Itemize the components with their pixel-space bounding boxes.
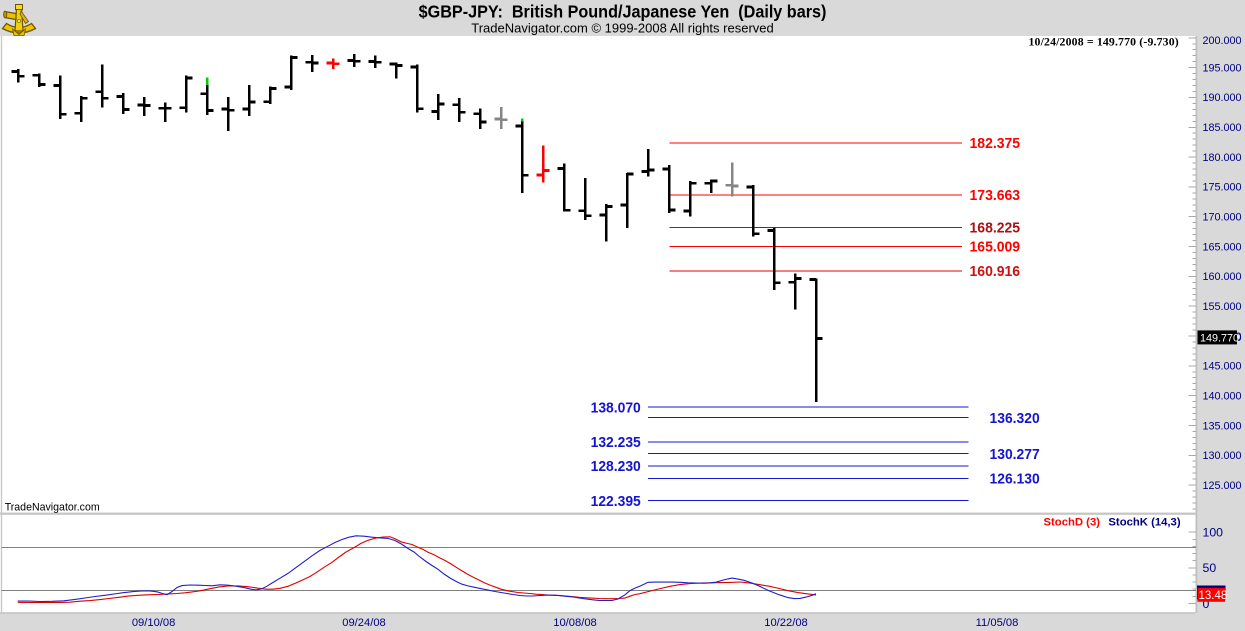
svg-text:182.375: 182.375 (970, 135, 1021, 152)
svg-text:136.320: 136.320 (990, 410, 1040, 427)
svg-text:173.663: 173.663 (970, 187, 1021, 204)
svg-text:10/24/2008 = 149.770 (-9.730): 10/24/2008 = 149.770 (-9.730) (1029, 34, 1179, 48)
svg-text:TradeNavigator.com © 1999-2008: TradeNavigator.com © 1999-2008 All right… (471, 21, 773, 36)
svg-text:145.000: 145.000 (1203, 361, 1242, 373)
svg-text:11/05/08: 11/05/08 (976, 617, 1019, 629)
svg-text:175.000: 175.000 (1203, 182, 1242, 194)
svg-text:195.000: 195.000 (1203, 62, 1242, 74)
svg-text:185.000: 185.000 (1203, 122, 1242, 134)
svg-text:126.130: 126.130 (990, 471, 1040, 488)
svg-text:160.000: 160.000 (1203, 271, 1242, 283)
svg-text:13.48: 13.48 (1199, 590, 1228, 602)
svg-text:168.225: 168.225 (970, 220, 1021, 237)
svg-text:140.000: 140.000 (1203, 390, 1242, 402)
svg-text:0: 0 (1203, 597, 1210, 611)
svg-text:155.000: 155.000 (1203, 301, 1242, 313)
svg-text:130.277: 130.277 (990, 446, 1040, 463)
svg-text:100: 100 (1203, 526, 1224, 540)
svg-text:149.770: 149.770 (1200, 332, 1239, 344)
svg-text:$GBP-JPY: British Pound/Japan: $GBP-JPY: British Pound/Japanese Yen (Da… (419, 2, 827, 22)
svg-text:122.395: 122.395 (591, 493, 641, 510)
svg-text:125.000: 125.000 (1203, 480, 1242, 492)
svg-text:10/22/08: 10/22/08 (764, 617, 808, 629)
svg-text:170.000: 170.000 (1203, 212, 1242, 224)
svg-text:50: 50 (1203, 561, 1217, 575)
svg-text:StochD (3): StochD (3) (1044, 517, 1101, 529)
svg-text:190.000: 190.000 (1203, 92, 1242, 104)
svg-text:09/24/08: 09/24/08 (342, 617, 386, 629)
svg-text:130.000: 130.000 (1203, 450, 1242, 462)
svg-text:StochK (14,3): StochK (14,3) (1108, 517, 1180, 529)
svg-text:165.000: 165.000 (1203, 241, 1242, 253)
svg-text:128.230: 128.230 (591, 458, 641, 475)
svg-text:135.000: 135.000 (1203, 420, 1242, 432)
svg-text:180.000: 180.000 (1203, 152, 1242, 164)
svg-text:165.009: 165.009 (970, 239, 1021, 256)
svg-text:200.000: 200.000 (1203, 35, 1242, 47)
svg-text:TradeNavigator.com: TradeNavigator.com (5, 501, 100, 513)
svg-text:09/10/08: 09/10/08 (132, 617, 176, 629)
svg-text:132.235: 132.235 (591, 434, 641, 451)
svg-text:160.916: 160.916 (970, 263, 1021, 280)
svg-text:138.070: 138.070 (591, 399, 641, 416)
svg-text:10/08/08: 10/08/08 (553, 617, 597, 629)
